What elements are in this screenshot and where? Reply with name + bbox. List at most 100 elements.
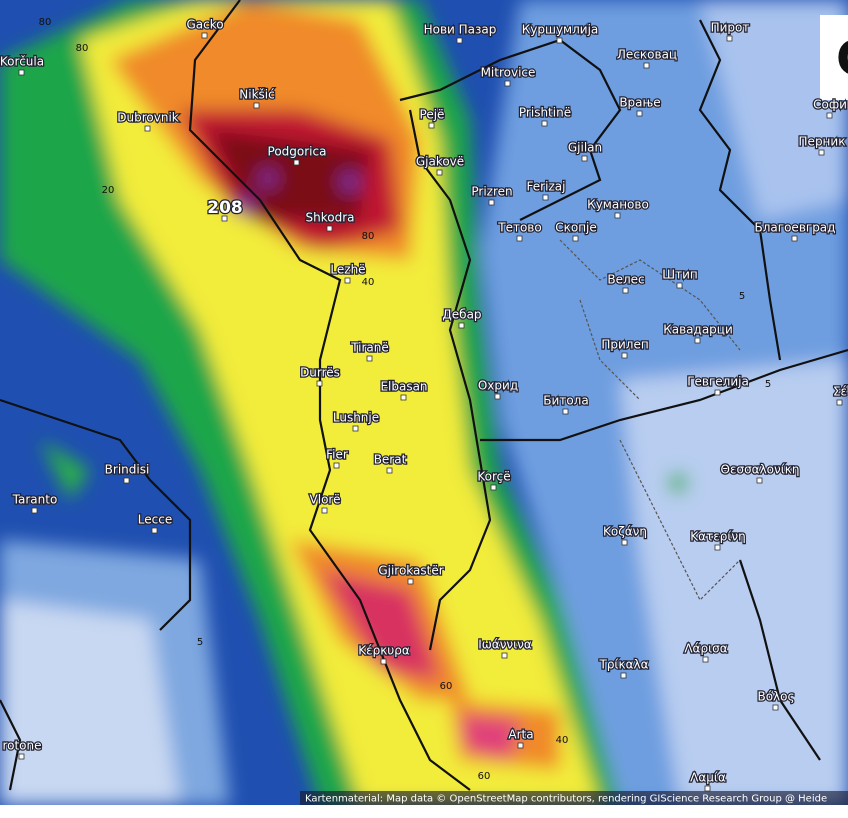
place-label: Благоевград: [755, 221, 836, 235]
place-label: Κατερίνη: [690, 530, 745, 544]
attribution: Kartenmaterial: Map data © OpenStreetMap…: [305, 794, 827, 805]
place-label: Durrës: [300, 366, 340, 380]
city-marker: [818, 149, 825, 156]
city-marker: [621, 352, 628, 359]
place-label: Nikšić: [239, 88, 274, 102]
place-label: Mitrovice: [481, 66, 536, 80]
city-marker: [316, 380, 323, 387]
place-label: Lushnje: [333, 411, 379, 425]
city-marker: [714, 389, 721, 396]
place-label: 208: [207, 198, 243, 218]
place-label: Пирот: [711, 21, 750, 35]
city-marker: [517, 742, 524, 749]
city-marker: [556, 37, 563, 44]
city-marker: [714, 544, 721, 551]
contour-label: 80: [362, 231, 375, 242]
place-label: Врање: [619, 96, 660, 110]
contour-label: 20: [102, 185, 115, 196]
place-label: Штип: [662, 268, 697, 282]
city-marker: [18, 69, 25, 76]
city-marker: [504, 80, 511, 87]
place-label: Lezhë: [330, 263, 365, 277]
place-label: Прилеп: [601, 338, 648, 352]
place-label: Куршумлија: [522, 23, 599, 37]
city-marker: [366, 355, 373, 362]
place-label: Vlorë: [310, 493, 341, 507]
city-marker: [643, 62, 650, 69]
place-label: Arta: [508, 728, 533, 742]
city-marker: [352, 425, 359, 432]
place-label: Дебар: [442, 308, 481, 322]
place-label: Brindisi: [105, 463, 150, 477]
city-marker: [676, 282, 683, 289]
city-marker: [494, 393, 501, 400]
city-marker: [326, 225, 333, 232]
place-label: Битола: [543, 394, 588, 408]
city-marker: [581, 155, 588, 162]
place-label: Dubrovnik: [117, 111, 179, 125]
city-marker: [386, 467, 393, 474]
city-marker: [18, 753, 25, 760]
city-marker: [123, 477, 130, 484]
place-label: Τρίκαλα: [598, 658, 648, 672]
city-marker: [542, 194, 549, 201]
place-label: Gjilan: [568, 141, 602, 155]
place-label: Перник: [799, 135, 846, 149]
city-marker: [541, 120, 548, 127]
place-label: Elbasan: [380, 380, 427, 394]
place-label: Ιωάννινα: [478, 638, 532, 652]
city-marker: [702, 656, 709, 663]
city-marker: [221, 215, 228, 222]
city-marker: [201, 32, 208, 39]
place-label: Podgorica: [268, 145, 327, 159]
city-marker: [380, 658, 387, 665]
city-marker: [144, 125, 151, 132]
city-marker: [621, 539, 628, 546]
city-marker: [572, 235, 579, 242]
contour-label: 5: [765, 379, 771, 390]
city-marker: [344, 277, 351, 284]
contour-label: 40: [556, 735, 569, 746]
place-label: Gjirokastër: [378, 564, 443, 578]
city-marker: [826, 112, 833, 119]
city-marker: [151, 527, 158, 534]
city-marker: [622, 287, 629, 294]
place-label: Скопје: [555, 221, 597, 235]
place-label: Κέρκυρα: [358, 644, 410, 658]
city-marker: [428, 122, 435, 129]
place-label: Охрид: [478, 379, 518, 393]
city-marker: [704, 785, 711, 792]
attribution-bg: [300, 791, 848, 805]
contour-label: 60: [478, 771, 491, 782]
place-label: Ferizaj: [527, 180, 566, 194]
city-marker: [458, 322, 465, 329]
city-marker: [694, 337, 701, 344]
city-marker: [501, 652, 508, 659]
corner-box: [820, 15, 848, 100]
place-label: Лесковац: [617, 48, 677, 62]
city-marker: [614, 212, 621, 219]
city-marker: [791, 235, 798, 242]
place-label: Софи: [813, 98, 847, 112]
place-label: Shkodra: [306, 211, 355, 225]
city-marker: [456, 37, 463, 44]
place-label: Pejë: [420, 108, 445, 122]
place-label: Prishtinë: [519, 106, 571, 120]
contour-label: 5: [197, 637, 203, 648]
place-label: Λάρισα: [684, 642, 727, 656]
city-marker: [31, 507, 38, 514]
borders: [0, 0, 848, 791]
place-label: Тетово: [497, 221, 541, 235]
city-marker: [772, 704, 779, 711]
place-label: Korçë: [477, 470, 510, 484]
place-label: Tiranë: [350, 341, 389, 355]
place-label: Θεσσαλονίκη: [721, 463, 800, 477]
place-label: Κοζάνη: [603, 525, 647, 539]
city-marker: [436, 169, 443, 176]
city-marker: [836, 399, 843, 406]
place-label: Berat: [374, 453, 407, 467]
place-label: Βόλος: [757, 690, 794, 704]
city-marker: [333, 462, 340, 469]
